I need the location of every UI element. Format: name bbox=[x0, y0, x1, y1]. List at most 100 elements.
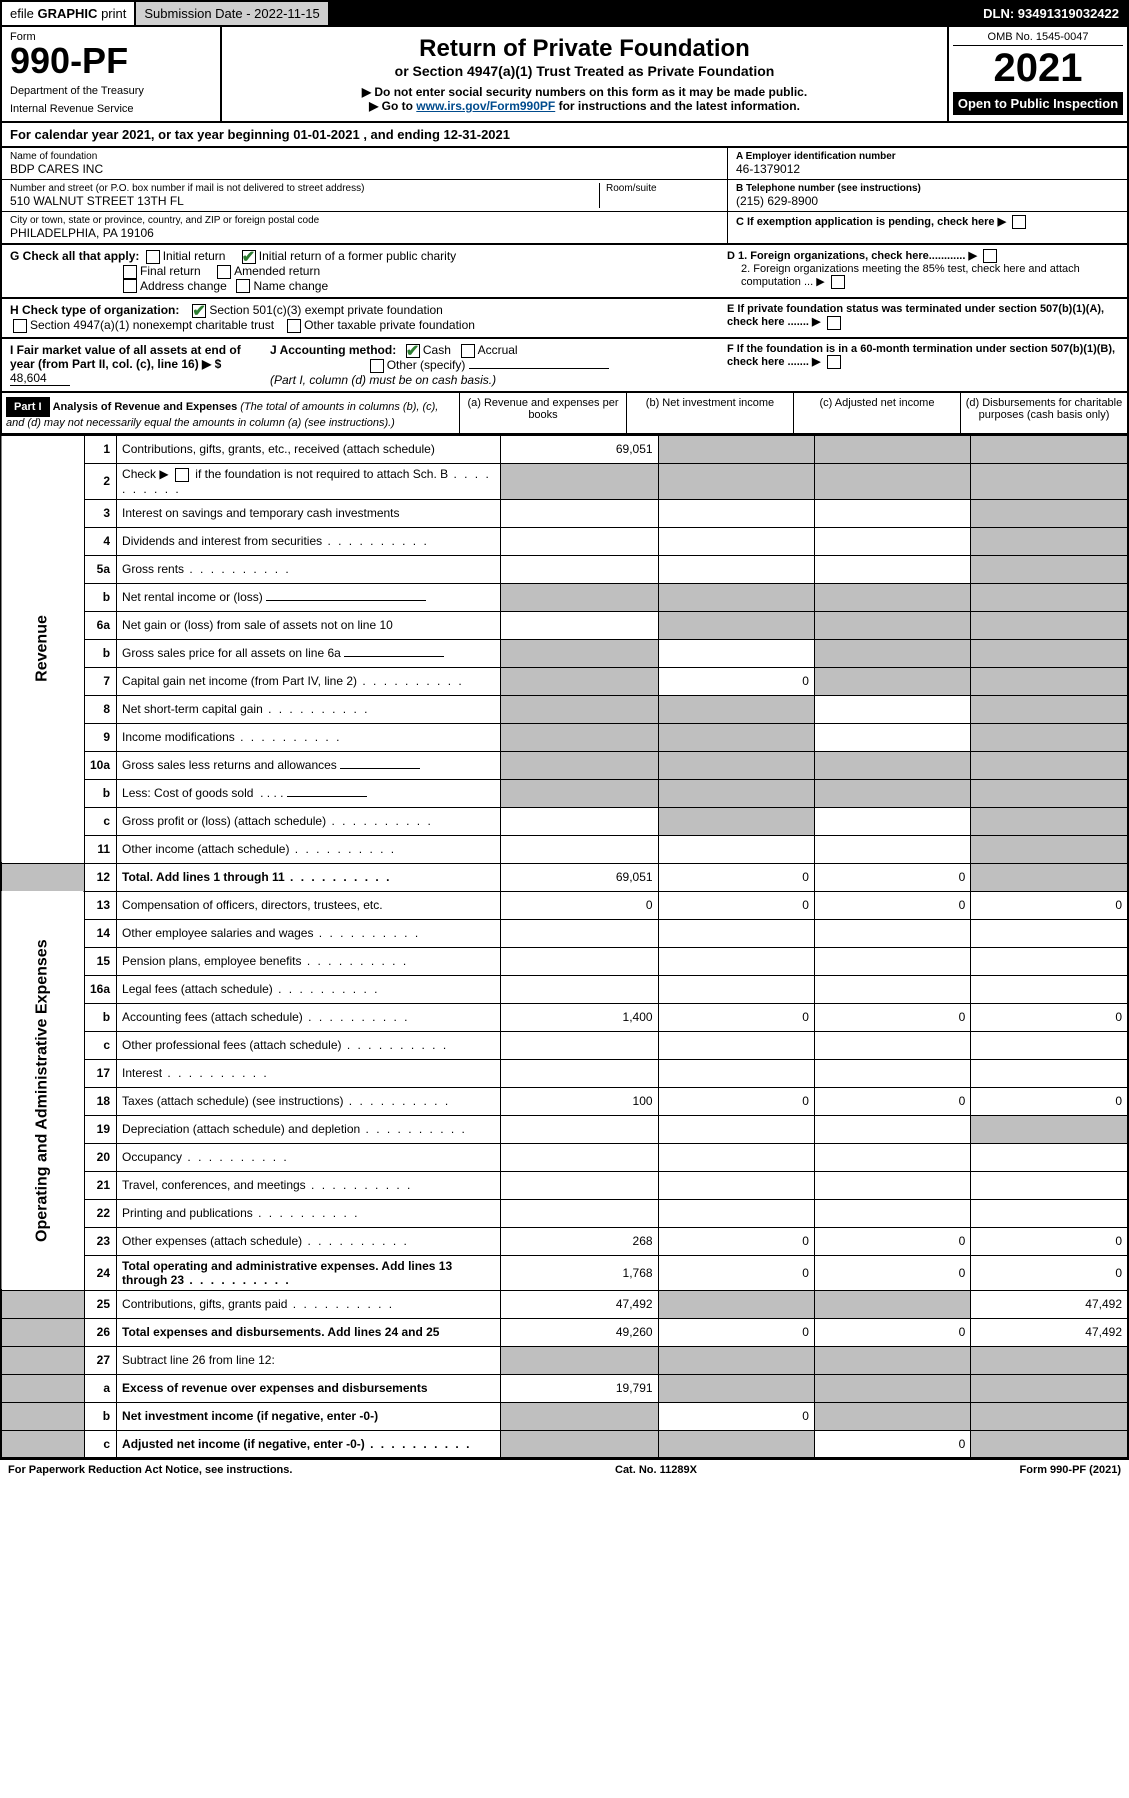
final-return-checkbox[interactable] bbox=[123, 265, 137, 279]
table-row: 4Dividends and interest from securities bbox=[1, 527, 1128, 555]
h3-checkbox[interactable] bbox=[287, 319, 301, 333]
initial-former-label: Initial return of a former public charit… bbox=[259, 249, 456, 263]
row-num: c bbox=[85, 1430, 117, 1458]
row-b bbox=[658, 463, 814, 499]
part1-title: Analysis of Revenue and Expenses bbox=[53, 401, 238, 413]
j-cash-checkbox[interactable] bbox=[406, 344, 420, 358]
r10a-field[interactable] bbox=[340, 768, 420, 769]
r16c-text: Other professional fees (attach schedule… bbox=[122, 1038, 341, 1052]
d1-checkbox[interactable] bbox=[983, 249, 997, 263]
table-row: c Other professional fees (attach schedul… bbox=[1, 1031, 1128, 1059]
row-num: 26 bbox=[85, 1318, 117, 1346]
row-d bbox=[971, 1171, 1128, 1199]
r25-text: Contributions, gifts, grants paid bbox=[122, 1297, 287, 1311]
revenue-sidebar: Revenue bbox=[1, 435, 85, 863]
r6b-field[interactable] bbox=[344, 656, 444, 657]
table-row: bNet rental income or (loss) bbox=[1, 583, 1128, 611]
row-d bbox=[971, 1402, 1128, 1430]
row-desc: Contributions, gifts, grants paid bbox=[117, 1290, 501, 1318]
c-checkbox[interactable] bbox=[1012, 215, 1026, 229]
row-c bbox=[814, 1059, 970, 1087]
e-checkbox[interactable] bbox=[827, 316, 841, 330]
sub3-post: for instructions and the latest informat… bbox=[555, 99, 800, 113]
row-desc: Adjusted net income (if negative, enter … bbox=[117, 1430, 501, 1458]
r10c-text: Gross profit or (loss) (attach schedule) bbox=[122, 814, 326, 828]
initial-return-checkbox[interactable] bbox=[146, 250, 160, 264]
row-c bbox=[814, 527, 970, 555]
row-d bbox=[971, 779, 1128, 807]
addr-change-checkbox[interactable] bbox=[123, 279, 137, 293]
row-num: 19 bbox=[85, 1115, 117, 1143]
j-accrual-checkbox[interactable] bbox=[461, 344, 475, 358]
row-d: 0 bbox=[971, 1255, 1128, 1290]
addr-row: Number and street (or P.O. box number if… bbox=[2, 180, 727, 212]
r5b-text: Net rental income or (loss) bbox=[122, 590, 263, 604]
row-d bbox=[971, 751, 1128, 779]
row-desc: Other professional fees (attach schedule… bbox=[117, 1031, 501, 1059]
header-left: Form 990-PF Department of the Treasury I… bbox=[2, 27, 222, 121]
row-num: 14 bbox=[85, 919, 117, 947]
table-row: Revenue 1 Contributions, gifts, grants, … bbox=[1, 435, 1128, 463]
row-d bbox=[971, 639, 1128, 667]
amended-checkbox[interactable] bbox=[217, 265, 231, 279]
j-note: (Part I, column (d) must be on cash basi… bbox=[270, 373, 496, 387]
row-desc: Dividends and interest from securities bbox=[117, 527, 501, 555]
row-b bbox=[658, 835, 814, 863]
h2-checkbox[interactable] bbox=[13, 319, 27, 333]
row-num: 22 bbox=[85, 1199, 117, 1227]
row-num: a bbox=[85, 1374, 117, 1402]
row-d: 47,492 bbox=[971, 1290, 1128, 1318]
final-return-label: Final return bbox=[140, 264, 201, 278]
d2-checkbox[interactable] bbox=[831, 275, 845, 289]
row-a bbox=[501, 499, 658, 527]
table-row: 21Travel, conferences, and meetings bbox=[1, 1171, 1128, 1199]
info-right: A Employer identification number 46-1379… bbox=[727, 148, 1127, 243]
j-other-field[interactable] bbox=[469, 368, 609, 369]
row-a bbox=[501, 695, 658, 723]
row-a: 69,051 bbox=[501, 435, 658, 463]
irs-link[interactable]: www.irs.gov/Form990PF bbox=[416, 99, 555, 113]
row-c: 0 bbox=[814, 863, 970, 891]
j-other-checkbox[interactable] bbox=[370, 359, 384, 373]
row-a bbox=[501, 1199, 658, 1227]
table-row: 25Contributions, gifts, grants paid47,49… bbox=[1, 1290, 1128, 1318]
d2-label: 2. Foreign organizations meeting the 85%… bbox=[741, 263, 1080, 288]
r5b-field[interactable] bbox=[266, 600, 426, 601]
row-d: 0 bbox=[971, 891, 1128, 919]
table-row: 11Other income (attach schedule) bbox=[1, 835, 1128, 863]
form-subtitle1: or Section 4947(a)(1) Trust Treated as P… bbox=[230, 63, 939, 79]
row-num: c bbox=[85, 1031, 117, 1059]
r14-text: Other employee salaries and wages bbox=[122, 926, 313, 940]
table-row: aExcess of revenue over expenses and dis… bbox=[1, 1374, 1128, 1402]
r10b-field[interactable] bbox=[287, 796, 367, 797]
row-c: 0 bbox=[814, 1003, 970, 1031]
initial-former-checkbox[interactable] bbox=[242, 250, 256, 264]
row-c bbox=[814, 835, 970, 863]
table-row: 19Depreciation (attach schedule) and dep… bbox=[1, 1115, 1128, 1143]
calendar-year-line: For calendar year 2021, or tax year begi… bbox=[0, 123, 1129, 148]
schb-checkbox[interactable] bbox=[175, 468, 189, 482]
h1-checkbox[interactable] bbox=[192, 304, 206, 318]
table-row: 14 Other employee salaries and wages bbox=[1, 919, 1128, 947]
row-d bbox=[971, 1374, 1128, 1402]
row-desc: Occupancy bbox=[117, 1143, 501, 1171]
section-ij: I Fair market value of all assets at end… bbox=[0, 339, 1129, 393]
row-c bbox=[814, 639, 970, 667]
name-change-checkbox[interactable] bbox=[236, 279, 250, 293]
efile-print-button[interactable]: efile GRAPHIC print bbox=[2, 2, 136, 25]
row-num: 8 bbox=[85, 695, 117, 723]
row-d bbox=[971, 723, 1128, 751]
d1-label: D 1. Foreign organizations, check here..… bbox=[727, 250, 977, 262]
f-checkbox[interactable] bbox=[827, 355, 841, 369]
row-b bbox=[658, 947, 814, 975]
row-c bbox=[814, 975, 970, 1003]
row-c bbox=[814, 919, 970, 947]
row-num: 5a bbox=[85, 555, 117, 583]
row-b: 0 bbox=[658, 891, 814, 919]
row-a: 268 bbox=[501, 1227, 658, 1255]
row-b bbox=[658, 1031, 814, 1059]
row-a bbox=[501, 1430, 658, 1458]
j-accrual-label: Accrual bbox=[478, 343, 518, 357]
row-num: 18 bbox=[85, 1087, 117, 1115]
r11-text: Other income (attach schedule) bbox=[122, 842, 289, 856]
